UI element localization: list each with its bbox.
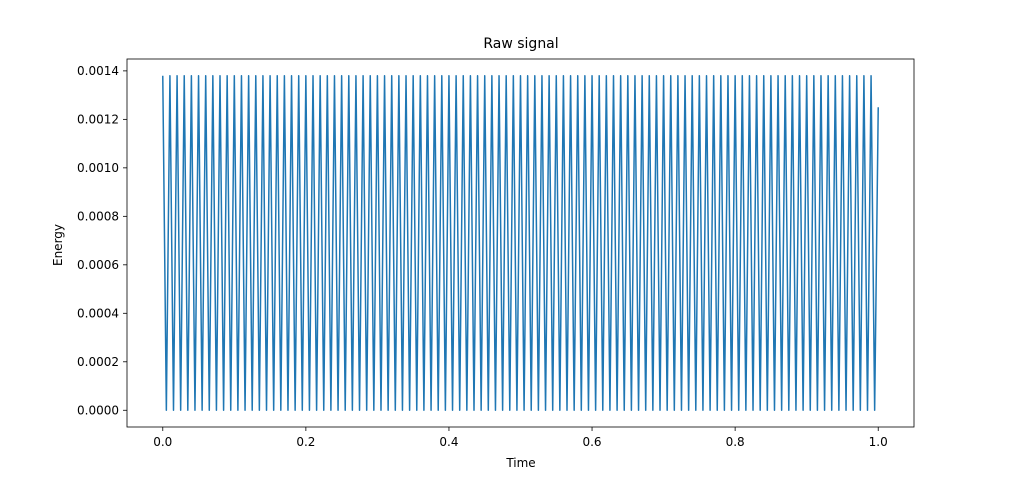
x-tick-label: 0.2 [296, 435, 315, 449]
x-tick-label: 0.0 [153, 435, 172, 449]
x-tick-label: 0.6 [582, 435, 601, 449]
y-tick-label: 0.0014 [77, 64, 119, 78]
y-axis-label: Energy [51, 224, 65, 266]
plot-frame [126, 58, 915, 428]
x-axis: 0.0 0.2 0.4 0.6 0.8 1.0 [153, 427, 888, 449]
x-tick-label: 0.4 [439, 435, 458, 449]
chart-title: Raw signal [483, 36, 558, 52]
y-tick-label: 0.0000 [77, 403, 119, 417]
x-tick-label: 0.8 [726, 435, 745, 449]
y-tick-label: 0.0008 [77, 209, 119, 223]
y-tick-label: 0.0010 [77, 161, 119, 175]
y-tick-label: 0.0006 [77, 258, 119, 272]
y-axis: 0.0000 0.0002 0.0004 0.0006 0.0008 0.0010 0.00… [77, 64, 127, 417]
series-line-0 [162, 74, 879, 412]
y-tick-label: 0.0004 [77, 306, 119, 320]
series-layer [162, 74, 879, 412]
x-axis-label: Time [505, 456, 535, 470]
x-tick-label: 1.0 [869, 435, 888, 449]
y-tick-label: 0.0002 [77, 355, 119, 369]
y-tick-label: 0.0012 [77, 112, 119, 126]
